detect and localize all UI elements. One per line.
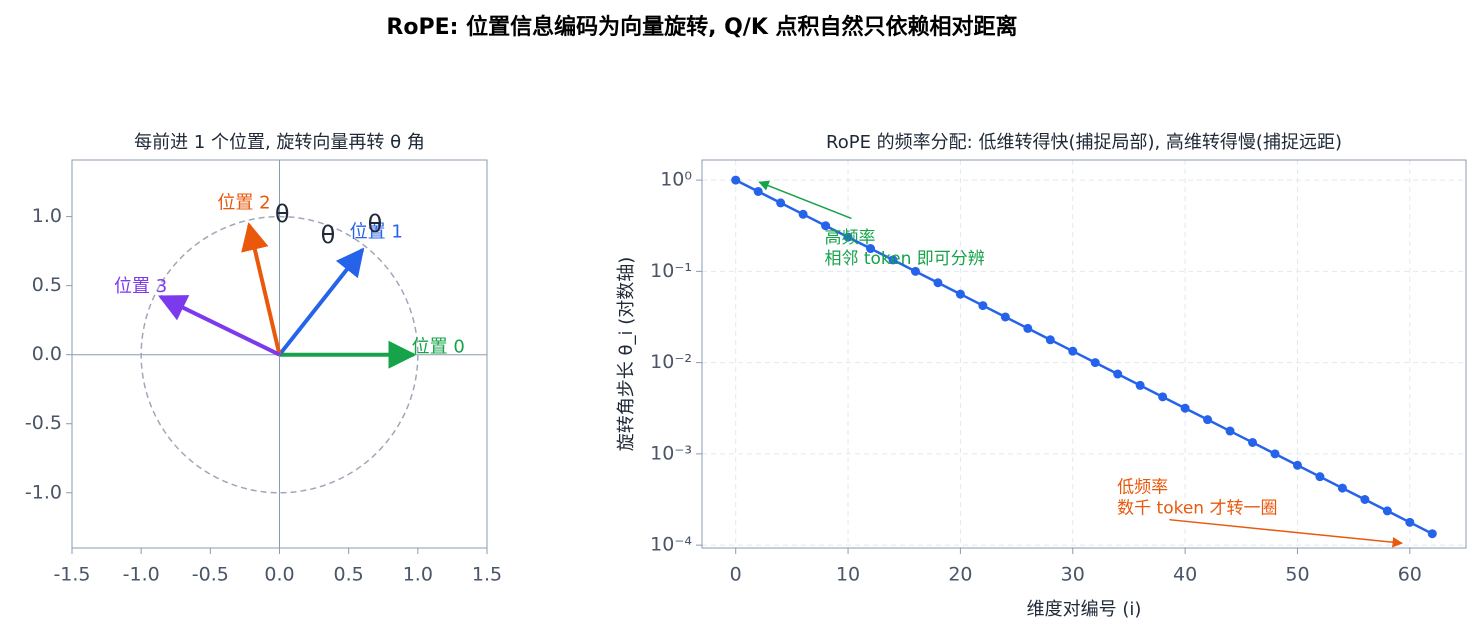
data-point [1135, 380, 1145, 390]
x-tick-label: -1.0 [123, 564, 160, 586]
vector-label: 位置 1 [350, 221, 403, 242]
y-tick-label: 10⁻¹ [650, 260, 692, 282]
data-point [933, 278, 943, 288]
y-axis-label: 旋转角步长 θ_i (对数轴) [616, 257, 637, 452]
x-tick-label: 1.5 [472, 564, 502, 586]
x-tick-label: 20 [948, 564, 972, 586]
data-point [1360, 494, 1370, 504]
y-tick-label: 10⁰ [660, 169, 692, 191]
data-point [1337, 483, 1347, 493]
data-point [1180, 403, 1190, 413]
x-axis-label: 维度对编号 (i) [1027, 599, 1142, 620]
x-tick-label: 40 [1173, 564, 1197, 586]
angle-label: θ [321, 221, 336, 249]
data-point [753, 186, 763, 196]
y-tick-label: 0.0 [32, 343, 62, 365]
data-point [1045, 335, 1055, 345]
data-point [978, 301, 988, 311]
suptitle: RoPE: 位置信息编码为向量旋转, Q/K 点积自然只依赖相对距离 [386, 14, 1017, 40]
data-point [1292, 460, 1302, 470]
data-point [1203, 415, 1213, 425]
data-point [866, 244, 876, 254]
data-point [1023, 323, 1033, 333]
data-point [843, 232, 853, 242]
angle-label: θ [275, 200, 290, 228]
annotation-arrow [1169, 518, 1404, 548]
data-point [821, 221, 831, 231]
y-tick-label: 1.0 [32, 205, 62, 227]
annotation-text: 数千 token 才转一圈 [1117, 499, 1277, 519]
y-tick-label: 10⁻² [650, 351, 692, 373]
data-point [1000, 312, 1010, 322]
data-point [1315, 472, 1325, 482]
x-tick-label: 10 [836, 564, 860, 586]
data-point [1382, 506, 1392, 516]
data-point [798, 209, 808, 219]
annotation-text: 相邻 token 即可分辨 [824, 249, 984, 269]
y-tick-label: 0.5 [32, 274, 62, 296]
data-point [888, 255, 898, 265]
x-tick-label: 0.5 [334, 564, 364, 586]
x-tick-label: 0 [730, 564, 742, 586]
vector-arrow [158, 294, 281, 357]
y-tick-label: 10⁻⁴ [650, 534, 692, 556]
data-point [1090, 358, 1100, 368]
data-point [955, 289, 965, 299]
vector-arrow [277, 247, 365, 356]
data-point [776, 198, 786, 208]
data-point [1225, 426, 1235, 436]
x-tick-label: -0.5 [192, 564, 229, 586]
annotation-text: 低频率 [1117, 478, 1168, 498]
x-tick-label: 50 [1285, 564, 1309, 586]
annotation-arrow [758, 180, 852, 220]
data-point [910, 266, 920, 276]
vector-label: 位置 3 [114, 276, 167, 297]
data-point [1427, 529, 1437, 539]
y-tick-label: 10⁻³ [650, 442, 692, 464]
vector-arrow [241, 222, 282, 356]
x-tick-label: 1.0 [403, 564, 433, 586]
axes-title: 每前进 1 个位置, 旋转向量再转 θ 角 [134, 132, 425, 153]
axes-title: RoPE 的频率分配: 低维转得快(捕捉局部), 高维转得慢(捕捉远距) [826, 132, 1342, 153]
annotation-text: 高频率 [824, 228, 875, 248]
vector-label: 位置 0 [412, 337, 465, 358]
unit-circle [140, 215, 419, 494]
axes-frame [701, 159, 1467, 549]
y-tick-label: -0.5 [25, 412, 62, 434]
data-point [1248, 437, 1258, 447]
data-point [731, 175, 741, 185]
data-point [1270, 449, 1280, 459]
data-point [1405, 517, 1415, 527]
data-point [1158, 392, 1168, 402]
x-tick-label: -1.5 [53, 564, 90, 586]
x-tick-label: 60 [1398, 564, 1422, 586]
angle-label: θ [368, 210, 383, 238]
x-tick-label: 0.0 [264, 564, 294, 586]
x-tick-label: 30 [1061, 564, 1085, 586]
vector-label: 位置 2 [217, 192, 270, 213]
data-point [1113, 369, 1123, 379]
data-point [1068, 346, 1078, 356]
y-tick-label: -1.0 [25, 481, 62, 503]
